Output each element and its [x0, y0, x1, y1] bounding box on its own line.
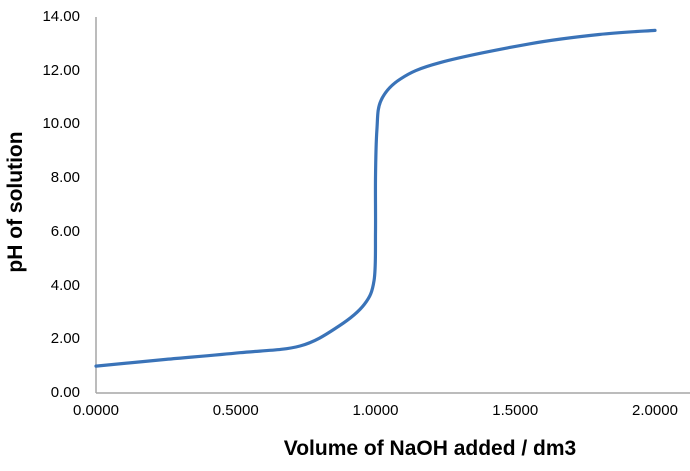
ph-curve-line	[94, 28, 657, 368]
x-tick-label: 2.0000	[632, 402, 678, 419]
y-axis-label: pH of solution	[4, 131, 27, 273]
x-tick-label: 1.0000	[352, 402, 399, 419]
x-tick-label: 1.5000	[492, 402, 539, 419]
y-tick-label: 0.00	[50, 384, 80, 401]
y-tick-label: 10.00	[42, 115, 80, 133]
y-tick-label: 4.00	[50, 276, 80, 294]
y-tick-label: 8.00	[50, 169, 80, 187]
y-tick-label: 14.00	[42, 8, 80, 25]
y-tick-label: 6.00	[50, 222, 80, 240]
x-axis-label: Volume of NaOH added / dm3	[283, 437, 577, 460]
x-tick-label: 0.5000	[212, 402, 259, 419]
x-tick-label: 0.0000	[73, 402, 119, 419]
y-tick-label: 2.00	[50, 330, 80, 348]
y-tick-label: 12.00	[42, 61, 80, 79]
